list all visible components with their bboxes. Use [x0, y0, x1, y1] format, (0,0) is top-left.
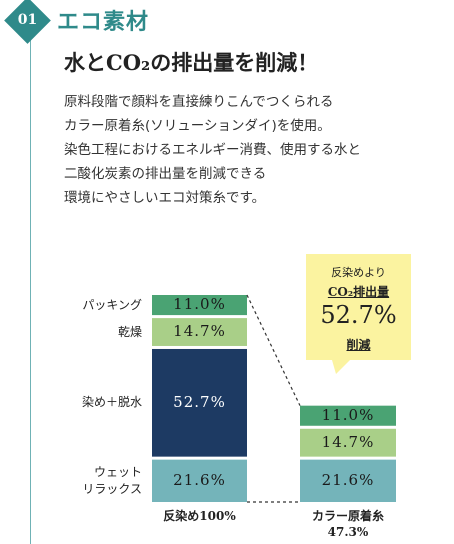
- x-axis-label: カラー原着糸 47.3%: [311, 509, 384, 539]
- x-axis-label: 反染め100%: [163, 509, 236, 523]
- bar-segment: [152, 295, 247, 316]
- description-line: カラー原着糸(ソリューションダイ)を使用。: [64, 118, 331, 134]
- bar-segment: [300, 428, 396, 457]
- reduction-connector-top: [246, 294, 301, 406]
- section-number: 01: [17, 12, 38, 28]
- segment-value-label: 21.6%: [321, 470, 375, 489]
- description-line: 環境にやさしいエコ対策糸です。: [64, 190, 266, 206]
- bar-segment: [300, 405, 396, 426]
- page-heading: 水とCO₂の排出量を削減！: [64, 50, 319, 75]
- series-label: ウェット リラックス: [82, 464, 142, 496]
- segment-value-label: 14.7%: [321, 432, 375, 451]
- description-line: 原料段階で顔料を直接練りこんでつくられる: [64, 94, 334, 110]
- section-divider-line: [30, 40, 31, 544]
- callout-value: 52.7%: [320, 301, 397, 329]
- series-label: パッキング: [82, 297, 142, 312]
- description-text: 原料段階で顔料を直接練りこんでつくられる カラー原着糸(ソリューションダイ)を使…: [64, 90, 444, 210]
- segment-value-label: 11.0%: [321, 405, 375, 424]
- callout-box: [306, 254, 411, 360]
- callout-line-1: 反染めより: [331, 266, 386, 279]
- callout-line-3: 削減: [346, 338, 371, 352]
- segment-value-label: 11.0%: [173, 295, 226, 314]
- chart-svg: [152, 254, 411, 503]
- segment-value-label: 14.7%: [173, 322, 226, 341]
- description-line: 二酸化炭素の排出量を削減できる: [64, 166, 267, 182]
- description-line: 染色工程におけるエネルギー消費、使用する水と: [64, 142, 361, 158]
- callout-line-2: CO₂排出量: [327, 285, 390, 299]
- segment-value-label: 21.6%: [173, 470, 226, 489]
- series-label: 染め＋脱水: [81, 395, 142, 410]
- bar-segment: [152, 459, 247, 502]
- section-title: エコ素材: [57, 10, 150, 35]
- callout-pointer: [332, 360, 350, 374]
- co2-reduction-chart: 21.6% 52.7% 14.7% 11.0% 21.6% 14.7% 11.0% ウェットリ…: [0, 240, 454, 544]
- bar-segment: [300, 459, 396, 502]
- series-label: 乾燥: [117, 324, 142, 339]
- bar-segment: [152, 318, 247, 346]
- segment-value-label: 52.7%: [173, 392, 226, 411]
- bar-segment: [152, 348, 247, 457]
